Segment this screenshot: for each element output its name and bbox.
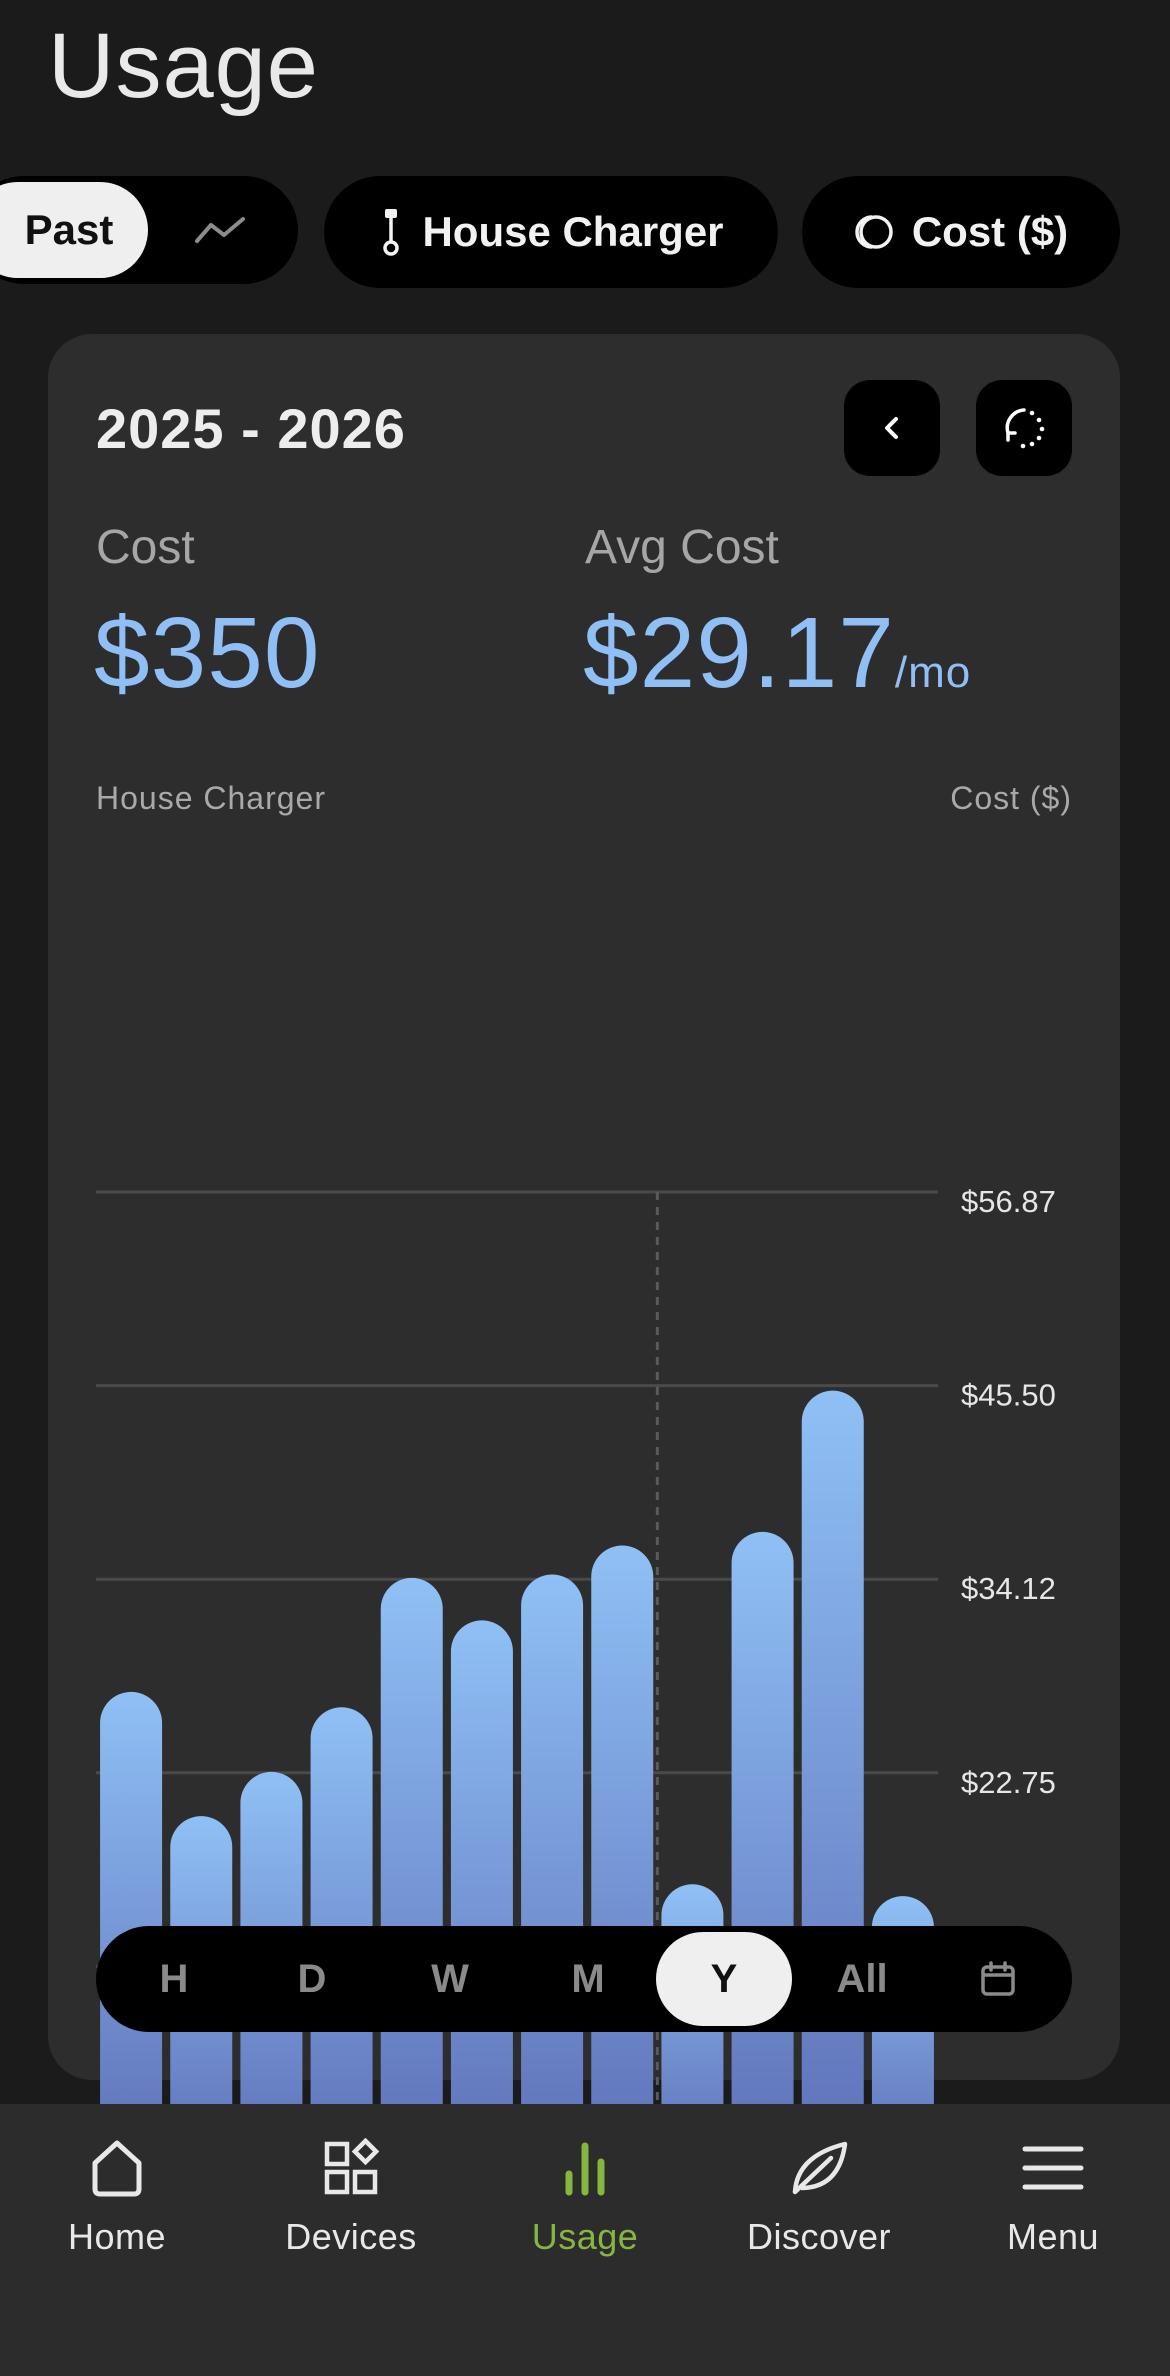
y-tick-label: $22.75 <box>961 1765 1056 1800</box>
trend-line-icon <box>195 217 245 243</box>
range-toggle[interactable]: Past <box>0 176 298 284</box>
chart-metric-label: Cost ($) <box>950 780 1072 816</box>
timeframe-day[interactable]: D <box>297 1956 327 2001</box>
nav-menu-label: Menu <box>1006 2216 1100 2257</box>
nav-menu[interactable]: Menu <box>936 2130 1170 2270</box>
period-title: 2025 - 2026 <box>96 397 406 460</box>
bar-7[interactable] <box>591 1545 654 2160</box>
avg-cost-amount: $29.17 <box>583 597 895 709</box>
bar-0[interactable] <box>100 1691 163 2160</box>
filter-row: Past House Charger Cost ($) <box>0 176 1170 288</box>
trend-option[interactable] <box>160 176 280 284</box>
y-tick-label: $56.87 <box>961 1184 1056 1219</box>
calendar-icon <box>981 1961 1015 1996</box>
nav-usage[interactable]: Usage <box>468 2130 702 2270</box>
avg-cost-unit: /mo <box>894 648 972 697</box>
timeframe-month[interactable]: M <box>571 1956 605 2001</box>
charger-plug-icon <box>383 209 400 256</box>
nav-usage-label: Usage <box>531 2216 639 2257</box>
page-title: Usage <box>48 15 319 117</box>
timeframe-selector: H D W M Y All <box>96 1926 1072 2032</box>
nav-devices-label: Devices <box>285 2216 417 2257</box>
nav-home-label: Home <box>67 2216 167 2257</box>
bar-5[interactable] <box>450 1620 513 2160</box>
avg-cost-label: Avg Cost <box>585 521 779 574</box>
usage-card: 2025 - 2026 Cost $350 Avg Cost $29.17/mo… <box>48 334 1120 2226</box>
coin-icon <box>855 215 893 249</box>
menu-icon <box>1022 2146 1084 2190</box>
y-tick-label: $34.12 <box>961 1571 1056 1606</box>
leaf-icon <box>792 2141 848 2195</box>
chart-device-label: House Charger <box>96 780 326 816</box>
range-past-option[interactable]: Past <box>0 182 148 278</box>
chevron-left-icon <box>885 417 898 439</box>
y-tick-label: $45.50 <box>961 1378 1056 1413</box>
bar-9[interactable] <box>731 1531 794 2160</box>
device-filter-label: House Charger <box>422 208 724 255</box>
chart-bars <box>100 1390 934 2160</box>
reset-icon <box>1005 408 1045 449</box>
home-icon <box>92 2140 142 2197</box>
timeframe-all[interactable]: All <box>836 1956 888 2001</box>
calendar-button[interactable] <box>930 1932 1066 2026</box>
metric-filter-button[interactable]: Cost ($) <box>802 176 1120 288</box>
nav-discover[interactable]: Discover <box>702 2130 936 2270</box>
cost-value: $350 <box>94 597 321 709</box>
avg-cost-value: $29.17/mo <box>583 596 971 711</box>
previous-period-button[interactable] <box>844 380 940 476</box>
device-filter-button[interactable]: House Charger <box>324 176 778 288</box>
cost-label: Cost <box>96 521 195 574</box>
chart-y-ticks: $56.87$45.50$34.12$22.75$11.37$0.00 <box>961 1184 1056 2187</box>
metric-filter-label: Cost ($) <box>911 208 1069 255</box>
bar-10[interactable] <box>801 1390 864 2160</box>
usage-icon <box>565 2142 605 2196</box>
nav-devices[interactable]: Devices <box>234 2130 468 2270</box>
bar-6[interactable] <box>521 1574 584 2160</box>
devices-icon <box>324 2138 380 2195</box>
timeframe-hour[interactable]: H <box>159 1956 189 2001</box>
bottom-navigation: Home Devices Usage <box>0 2104 1170 2376</box>
reset-period-button[interactable] <box>976 380 1072 476</box>
bar-4[interactable] <box>380 1577 443 2160</box>
timeframe-year[interactable]: Y <box>656 1932 792 2026</box>
nav-home[interactable]: Home <box>0 2130 234 2270</box>
timeframe-week[interactable]: W <box>431 1956 469 2001</box>
nav-discover-label: Discover <box>746 2216 892 2257</box>
